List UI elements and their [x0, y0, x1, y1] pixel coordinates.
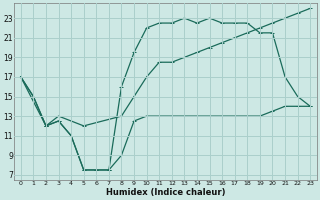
X-axis label: Humidex (Indice chaleur): Humidex (Indice chaleur): [106, 188, 225, 197]
